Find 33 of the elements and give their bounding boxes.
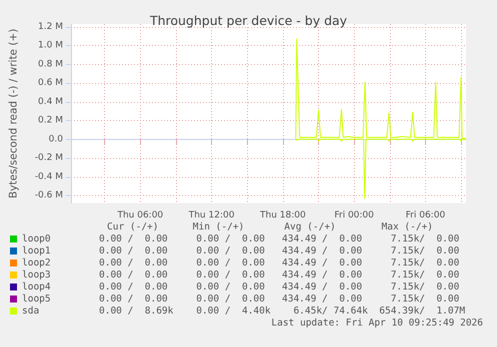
text: 0.00 / 0.00 0.00 / 0.00 434.49 / 0.00 7.15k/ 0.00 [99, 270, 460, 280]
x-tick-label: Thu 06:00 [116, 210, 164, 220]
y-tick-label: 1.2 M [38, 22, 63, 32]
y-axis-title: Bytes/second read (-) / write (+) [8, 28, 20, 198]
y-tick-label: -0.4 M [34, 172, 63, 182]
y-tick-label: 0.8 M [38, 59, 63, 70]
x-tick-label: Fri 00:00 [334, 210, 374, 220]
legend-label: loop0 [22, 234, 51, 244]
y-tick-label: 0.0 [48, 134, 64, 144]
x-tick-label: Thu 12:00 [188, 210, 235, 220]
text: 0.00 / 0.00 0.00 / 0.00 434.49 / 0.00 7.15k/ 0.00 [99, 246, 460, 256]
legend-label: loop4 [22, 282, 51, 292]
text: Last update: Fri Apr 10 09:25:49 2026 [271, 318, 484, 328]
legend-label: loop1 [22, 246, 51, 256]
legend-label: loop5 [22, 294, 51, 304]
legend-label: sda [22, 306, 40, 316]
y-tick-label: 0.6 M [38, 78, 63, 88]
text: 0.00 / 0.00 0.00 / 0.00 434.49 / 0.00 7.15k/ 0.00 [99, 282, 460, 292]
y-tick-label: 0.4 M [38, 96, 63, 107]
x-tick-label: Fri 06:00 [406, 210, 446, 220]
x-tick-label: Thu 18:00 [259, 210, 306, 220]
y-tick-label: 1.0 M [38, 40, 63, 51]
chart-title: Throughput per device - by day [148, 13, 348, 28]
text: 0.00 / 0.00 0.00 / 0.00 434.49 / 0.00 7.15k/ 0.00 [99, 258, 460, 268]
y-tick-label: -0.2 M [34, 153, 63, 164]
legend-label: loop2 [22, 258, 51, 268]
text: 0.00 / 8.69k 0.00 / 4.40k 6.45k/ 74.64k 654.39k/ 1.07M [99, 306, 466, 316]
text: Cur (-/+) Min (-/+) Avg (-/+) Max (-/+) [107, 222, 434, 232]
y-tick-label: 0.2 M [38, 116, 63, 126]
legend-label: loop3 [22, 270, 51, 280]
y-tick-label: -0.6 M [34, 190, 63, 201]
text: 0.00 / 0.00 0.00 / 0.00 434.49 / 0.00 7.15k/ 0.00 [99, 294, 460, 304]
text: 0.00 / 0.00 0.00 / 0.00 434.49 / 0.00 7.15k/ 0.00 [99, 234, 460, 244]
